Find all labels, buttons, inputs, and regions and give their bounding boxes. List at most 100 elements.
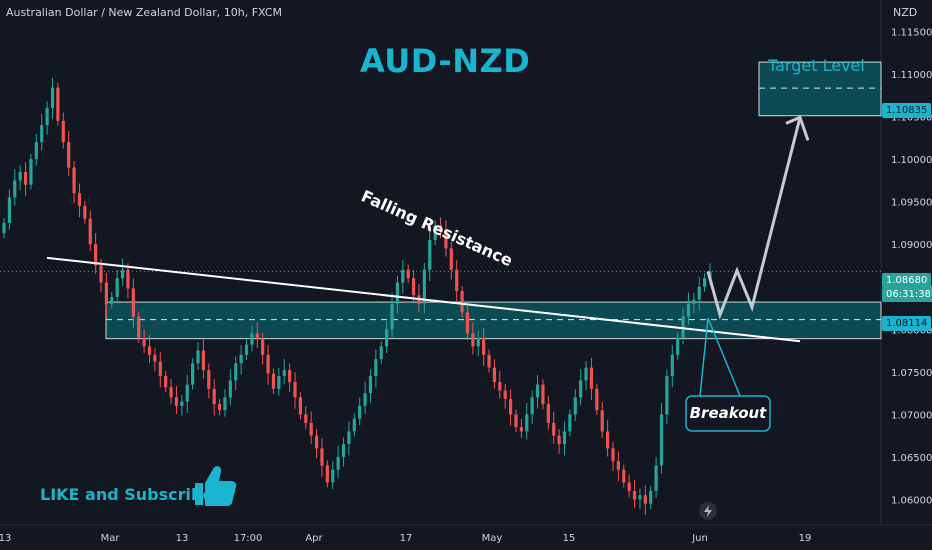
candle-body <box>374 359 378 377</box>
breakout-callout: Breakout <box>685 317 771 432</box>
candle-body <box>34 142 38 160</box>
candle-body <box>460 291 464 313</box>
candle-body <box>255 333 259 340</box>
candle-body <box>239 354 243 364</box>
candle-body <box>358 405 362 419</box>
candle-body <box>530 397 534 415</box>
candle-body <box>503 390 507 400</box>
candle-body <box>379 346 383 360</box>
candle-body <box>703 278 707 287</box>
candle-body <box>508 399 513 415</box>
candle-body <box>314 435 319 449</box>
price-tick-label: 1.10500 <box>891 113 932 124</box>
candle-body <box>406 269 410 279</box>
candle-body <box>390 303 394 330</box>
symbol-header[interactable]: Australian Dollar / New Zealand Dollar, … <box>6 6 282 19</box>
candle-body <box>676 337 680 355</box>
target-level-label: Target Level <box>768 56 865 75</box>
candle-body <box>562 431 567 445</box>
candle-body <box>519 427 523 432</box>
time-tick-label: Mar <box>101 533 121 544</box>
candle-body <box>552 422 556 436</box>
candle-body <box>131 288 135 317</box>
candle-body <box>67 142 71 168</box>
candle-body <box>670 354 674 377</box>
candle-body <box>611 448 615 462</box>
time-tick-label: 17:00 <box>234 533 263 544</box>
candle-body <box>147 346 152 355</box>
candle-body <box>137 316 141 338</box>
candle-body <box>525 414 529 432</box>
candle-body <box>331 469 335 483</box>
candle-body <box>606 431 610 449</box>
candle-body <box>595 388 599 411</box>
candle-body <box>681 316 685 338</box>
candle-body <box>665 376 669 415</box>
candle-body <box>23 171 28 185</box>
candle-body <box>573 397 577 415</box>
candle-body <box>514 414 518 428</box>
candle-body <box>546 404 550 423</box>
price-tick-label: 1.07000 <box>891 410 932 421</box>
candle-body <box>649 490 653 504</box>
price-tick-label: 1.09000 <box>891 240 932 251</box>
candle-body <box>88 218 92 245</box>
price-tick-label: 1.11500 <box>891 27 932 38</box>
candle-body <box>411 278 416 296</box>
candle-body <box>142 337 146 347</box>
candle-body <box>395 282 400 304</box>
lightning-icon[interactable] <box>699 502 717 520</box>
time-tick-label: 19 <box>799 533 812 544</box>
candle-body <box>212 388 216 405</box>
candle-body <box>449 248 453 270</box>
candle-body <box>153 354 157 362</box>
candle-body <box>169 387 173 398</box>
candle-body <box>579 380 583 398</box>
candle-body <box>61 120 65 143</box>
candle-body <box>40 125 44 143</box>
candle-body <box>304 414 308 423</box>
candles-layer <box>2 77 712 515</box>
candle-body <box>250 333 254 345</box>
candle-body <box>455 269 459 292</box>
candle-body <box>325 465 329 483</box>
candle-body <box>298 397 303 415</box>
candle-body <box>266 354 270 374</box>
candle-body <box>277 376 281 389</box>
candle-body <box>94 244 98 266</box>
lines-layer <box>46 115 810 343</box>
candle-body <box>2 222 6 234</box>
candle-body <box>120 269 125 279</box>
breakout-label: Breakout <box>690 404 768 422</box>
support-price-tag: 1.08114 <box>882 316 932 331</box>
candle-body <box>244 344 249 355</box>
time-tick-label: 13 <box>176 533 189 544</box>
time-axis[interactable]: 13 Mar 13 17:00 Apr 17 May 15 Jun 19 <box>0 533 811 544</box>
candle-body <box>643 495 647 504</box>
candle-body <box>261 339 265 355</box>
candle-body <box>164 376 168 388</box>
thumbs-up-icon <box>195 466 237 506</box>
candle-body <box>363 393 367 406</box>
price-tick-label: 1.11000 <box>891 70 932 81</box>
candle-body <box>659 414 664 466</box>
candle-body <box>217 404 222 411</box>
candle-body <box>535 384 540 398</box>
candle-body <box>347 431 351 445</box>
candle-body <box>476 337 480 347</box>
candle-body <box>492 367 497 383</box>
candle-body <box>428 239 432 270</box>
projection-path <box>706 117 802 320</box>
candle-body <box>196 350 200 364</box>
projection-arrowhead <box>785 115 810 141</box>
candle-body <box>438 225 443 232</box>
candle-body <box>104 282 108 304</box>
currency-label: NZD <box>893 6 918 19</box>
like-subscribe-text: LIKE and Subscribe <box>40 485 214 504</box>
candle-body <box>201 350 206 371</box>
candle-body <box>589 367 594 389</box>
candle-body <box>13 180 17 198</box>
candle-body <box>293 382 297 398</box>
candle-body <box>83 205 87 219</box>
